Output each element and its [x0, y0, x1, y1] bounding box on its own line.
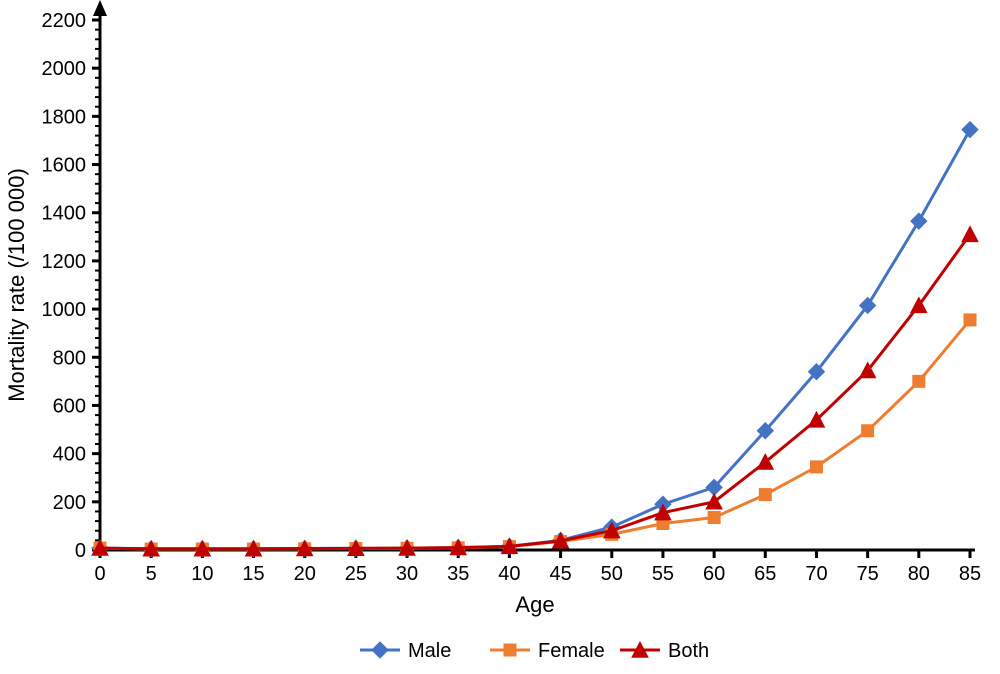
- y-tick-label: 1000: [42, 299, 87, 321]
- x-tick-label: 45: [549, 563, 571, 585]
- x-tick-label: 50: [601, 563, 623, 585]
- series-marker-female: [862, 425, 874, 437]
- legend-marker-female: [504, 644, 516, 656]
- y-tick-label: 1800: [42, 106, 87, 128]
- y-tick-label: 0: [75, 540, 86, 562]
- x-tick-label: 25: [345, 563, 367, 585]
- series-marker-female: [964, 314, 976, 326]
- series-marker-female: [913, 375, 925, 387]
- y-tick-label: 1200: [42, 251, 87, 273]
- x-tick-label: 20: [294, 563, 316, 585]
- x-tick-label: 0: [94, 563, 105, 585]
- x-tick-label: 70: [805, 563, 827, 585]
- series-marker-female: [759, 489, 771, 501]
- x-tick-label: 60: [703, 563, 725, 585]
- y-tick-label: 1600: [42, 155, 87, 177]
- y-tick-label: 600: [53, 395, 86, 417]
- chart-container: 0200400600800100012001400160018002000220…: [0, 0, 1000, 674]
- x-tick-label: 40: [498, 563, 520, 585]
- y-axis-label: Mortality rate (/100 000): [4, 168, 29, 402]
- y-tick-label: 2200: [42, 10, 87, 32]
- legend-label-both: Both: [668, 640, 709, 662]
- x-tick-label: 35: [447, 563, 469, 585]
- x-tick-label: 30: [396, 563, 418, 585]
- x-axis-label: Age: [515, 592, 554, 617]
- legend-label-male: Male: [408, 640, 451, 662]
- x-tick-label: 75: [857, 563, 879, 585]
- y-tick-label: 400: [53, 444, 86, 466]
- legend-label-female: Female: [538, 640, 605, 662]
- y-tick-label: 800: [53, 347, 86, 369]
- y-tick-label: 2000: [42, 58, 87, 80]
- x-tick-label: 15: [242, 563, 264, 585]
- series-marker-female: [810, 461, 822, 473]
- y-tick-label: 1400: [42, 203, 87, 225]
- x-tick-label: 85: [959, 563, 981, 585]
- x-tick-label: 80: [908, 563, 930, 585]
- x-tick-label: 5: [146, 563, 157, 585]
- y-tick-label: 200: [53, 492, 86, 514]
- x-tick-label: 55: [652, 563, 674, 585]
- x-tick-label: 10: [191, 563, 213, 585]
- series-marker-female: [708, 511, 720, 523]
- chart-svg: 0200400600800100012001400160018002000220…: [0, 0, 1000, 674]
- x-tick-label: 65: [754, 563, 776, 585]
